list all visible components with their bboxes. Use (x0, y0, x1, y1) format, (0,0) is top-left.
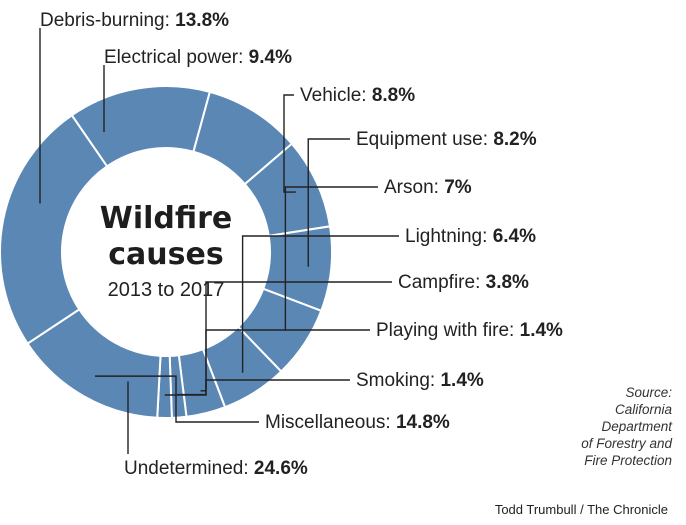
slice-label-name: Equipment use: (356, 129, 493, 150)
credit-line: Todd Trumbull / The Chronicle (494, 502, 668, 517)
slice-label-name: Playing with fire: (376, 320, 520, 341)
slice-label: Playing with fire: 1.4% (376, 320, 563, 341)
slice-label-name: Miscellaneous: (265, 412, 396, 433)
slice-label: Smoking: 1.4% (356, 370, 484, 391)
slice-label-value: 9.4% (249, 47, 292, 68)
slice-label-value: 7% (444, 177, 472, 198)
slice-label-name: Undetermined: (124, 458, 254, 479)
slice-label: Undetermined: 24.6% (124, 458, 308, 479)
leader-line (164, 379, 350, 396)
slice-label-name: Vehicle: (300, 85, 372, 106)
slice-label: Equipment use: 8.2% (356, 129, 537, 150)
slice-label: Electrical power: 9.4% (104, 47, 292, 68)
leader-line (307, 138, 350, 267)
slice-label-value: 1.4% (520, 320, 563, 341)
chart-title: Wildfire (100, 201, 233, 236)
slice-labels: Debris-burning: 13.8% Electrical power: 9… (40, 10, 563, 479)
slice-label-value: 1.4% (440, 370, 483, 391)
slice-undetermined (0, 113, 109, 345)
slice-label-value: 24.6% (254, 458, 308, 479)
slice-label-value: 8.2% (493, 129, 536, 150)
slice-label: Arson: 7% (384, 177, 472, 198)
slice-label-name: Arson: (384, 177, 444, 198)
slice-label: Lightning: 6.4% (405, 226, 536, 247)
slice-label-name: Lightning: (405, 226, 493, 247)
slice-label-value: 8.8% (372, 85, 415, 106)
leader-line (94, 375, 259, 423)
slice-label: Miscellaneous: 14.8% (265, 412, 450, 433)
source-note: Source: California Department of Forestr… (581, 385, 672, 468)
chart-subtitle: 2013 to 2017 (108, 279, 225, 301)
chart-title-line2: causes (108, 237, 223, 272)
slice-label-value: 3.8% (486, 272, 529, 293)
slice-label-name: Electrical power: (104, 47, 249, 68)
leader-line (241, 235, 399, 373)
slice-label-value: 14.8% (396, 412, 450, 433)
slice-label: Debris-burning: 13.8% (40, 10, 229, 31)
slice-label-name: Debris-burning: (40, 10, 175, 31)
slice-label-name: Campfire: (398, 272, 486, 293)
slice-label: Vehicle: 8.8% (300, 85, 415, 106)
slice-label-value: 13.8% (175, 10, 229, 31)
leader-line (284, 186, 378, 331)
leader-line (283, 94, 296, 193)
leader-lines (39, 28, 399, 454)
slice-label-name: Smoking: (356, 370, 440, 391)
slice-label: Campfire: 3.8% (398, 272, 529, 293)
slice-label-value: 6.4% (493, 226, 536, 247)
